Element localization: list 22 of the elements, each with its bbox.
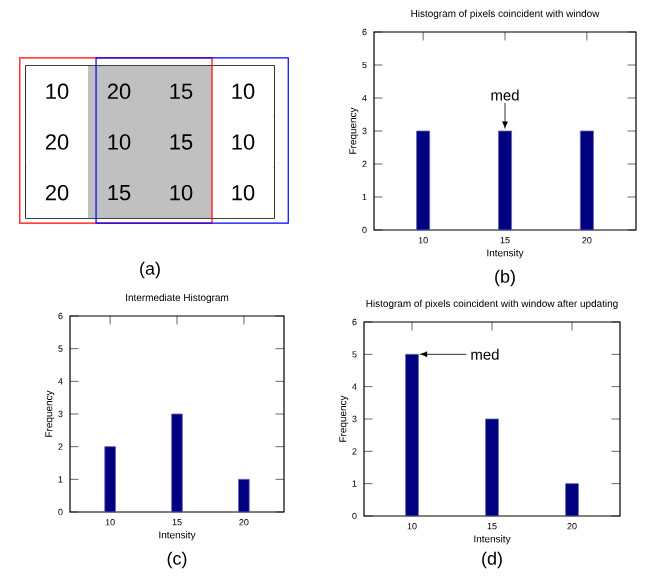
text: 10 [232,83,255,100]
bar [565,483,579,517]
bar [171,413,183,513]
text: 15 [108,185,131,201]
text: 15 [170,83,193,99]
bar [238,478,250,513]
text: (b) [495,269,515,287]
text: 20 [107,83,131,100]
text: (c) [167,551,187,569]
text: (a) [140,261,160,279]
text: 10 [108,134,131,150]
bar [485,418,499,517]
text: 15 [170,134,193,150]
text: 10 [232,134,255,150]
text: 10 [232,184,255,201]
text: 10 [170,184,193,201]
text: 20 [45,134,69,150]
bar [104,446,116,513]
bar [405,353,419,517]
text: (d) [482,551,502,569]
text: 20 [45,184,69,201]
text: 10 [46,83,69,100]
